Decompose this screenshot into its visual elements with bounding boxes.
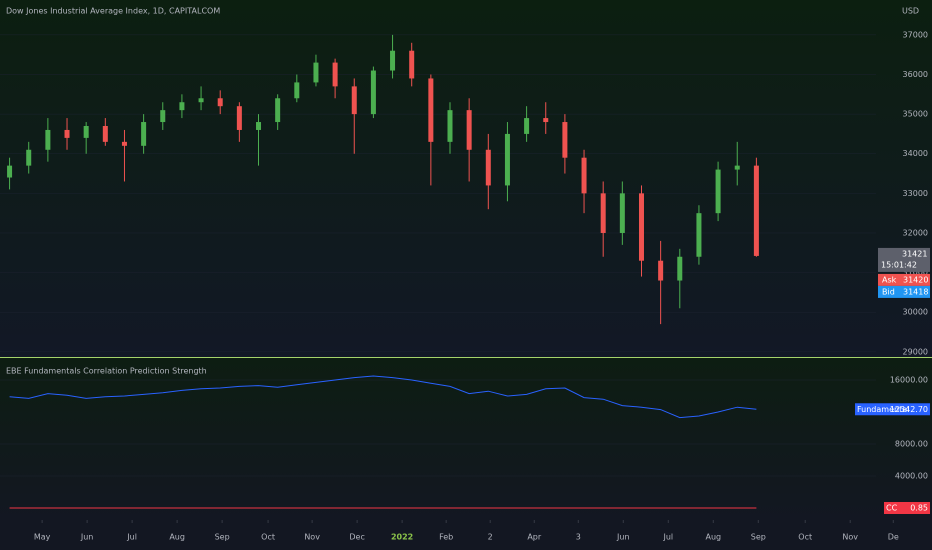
- last-price: 31421: [902, 249, 927, 258]
- indicator-title: EBE Fundamentals Correlation Prediction …: [6, 367, 207, 376]
- candle-body: [390, 50, 396, 71]
- x-tick-label: Sep: [215, 533, 230, 542]
- candle-body: [715, 169, 721, 214]
- y-tick-label: 31000: [903, 268, 928, 277]
- x-tick-label: Sep: [751, 533, 766, 542]
- main-pane: [0, 0, 932, 357]
- x-tick-label: Oct: [798, 533, 812, 542]
- candle-body: [409, 50, 415, 79]
- legend-label: CC: [886, 503, 898, 512]
- candle-body: [466, 110, 472, 150]
- candle-body: [677, 256, 683, 281]
- candle-body: [275, 98, 281, 123]
- series-last-value: 12342.70: [890, 405, 928, 414]
- legend-label: Fundamental: [857, 405, 909, 414]
- bid-price: 31418: [903, 287, 928, 296]
- y-tick-label: 16000.00: [890, 376, 928, 385]
- x-tick-label: Jul: [126, 533, 137, 542]
- x-tick-label: Feb: [439, 533, 453, 542]
- y-tick-label: 33000: [903, 189, 928, 198]
- candle-body: [198, 98, 204, 103]
- x-tick-label: Apr: [527, 533, 542, 542]
- x-tick-label: Aug: [169, 533, 185, 542]
- y-tick-label: 30000: [903, 308, 928, 317]
- candle-body: [332, 62, 338, 87]
- y-tick-label: 37000: [903, 30, 928, 39]
- candle-body: [370, 70, 376, 115]
- candle-body: [7, 165, 13, 178]
- candle-body: [638, 193, 644, 261]
- candle-body: [294, 82, 300, 99]
- bid-label: Bid: [882, 287, 895, 296]
- y-tick-label: 35000: [903, 110, 928, 119]
- x-tick-label: Nov: [842, 533, 858, 542]
- candle-body: [179, 102, 185, 111]
- last-price-box: [878, 247, 930, 272]
- candle-body: [313, 62, 319, 83]
- x-tick-label: Jun: [80, 533, 94, 542]
- candle-body: [217, 98, 223, 107]
- candle-body: [753, 165, 759, 256]
- candle-body: [160, 110, 166, 123]
- series-label-box: [855, 403, 930, 416]
- candle-body: [236, 106, 242, 130]
- ask-box: [878, 273, 930, 286]
- bid-box: [878, 285, 930, 298]
- candle-body: [696, 213, 702, 257]
- currency: USD: [902, 7, 919, 16]
- x-tick-label: Jun: [616, 533, 630, 542]
- y-tick-label: 34000: [903, 149, 928, 158]
- candle-body: [581, 157, 587, 194]
- series-label-box: [884, 501, 930, 514]
- y-tick-label: 32000: [903, 228, 928, 237]
- candle-body: [351, 86, 357, 115]
- candle-body: [26, 149, 32, 166]
- candle-body: [141, 122, 147, 146]
- series-last-value: 0.85: [910, 503, 928, 512]
- candle-body: [64, 129, 70, 138]
- candle-body: [504, 133, 510, 186]
- candle-body: [524, 118, 530, 134]
- candle-body: [619, 193, 625, 233]
- series-line: [9, 375, 757, 419]
- x-tick-label: De: [888, 533, 899, 542]
- countdown: 15:01:42: [881, 260, 917, 269]
- x-tick-label: Nov: [304, 533, 320, 542]
- x-tick-label: Dec: [349, 533, 364, 542]
- x-tick-label: May: [34, 533, 51, 542]
- x-tick-label: 2022: [391, 533, 413, 542]
- candle-body: [428, 78, 434, 142]
- y-tick-label: 4000.00: [895, 472, 928, 481]
- x-tick-label: Jul: [662, 533, 673, 542]
- candle-body: [543, 118, 549, 123]
- candle-body: [658, 260, 664, 281]
- candle-body: [45, 129, 51, 150]
- y-tick-label: 8000.00: [895, 440, 928, 449]
- indicator-pane: [0, 358, 932, 520]
- x-tick-label: 2: [488, 533, 493, 542]
- x-tick-label: Aug: [705, 533, 721, 542]
- candle-body: [447, 110, 453, 142]
- x-tick-label: 3: [576, 533, 581, 542]
- chart-title: Dow Jones Industrial Average Index, 1D, …: [6, 7, 220, 16]
- candle-body: [485, 149, 491, 186]
- ask-price: 31420: [903, 275, 928, 284]
- candle-body: [600, 193, 606, 233]
- y-tick-label: 29000: [903, 347, 928, 356]
- x-tick-label: Oct: [261, 533, 275, 542]
- candle-body: [562, 122, 568, 158]
- candle-body: [734, 165, 740, 170]
- candle-body: [102, 126, 108, 142]
- ask-label: Ask: [882, 275, 897, 284]
- y-tick-label: 36000: [903, 70, 928, 79]
- candle-body: [83, 126, 89, 138]
- candle-body: [121, 141, 127, 146]
- candle-body: [256, 122, 262, 130]
